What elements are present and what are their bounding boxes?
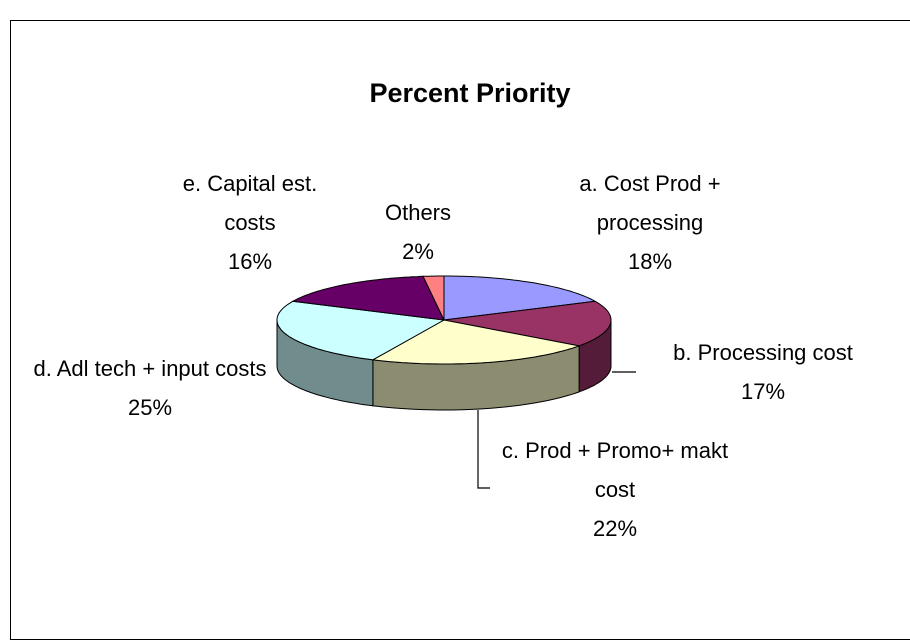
category-label: Others <box>384 200 452 225</box>
slice-tops <box>276 275 612 365</box>
category-label: e. Capital est. costs <box>182 171 318 235</box>
value-label: 16% <box>227 249 273 274</box>
category-label: c. Prod + Promo+ makt cost <box>501 438 729 502</box>
value-label: 25% <box>127 395 173 420</box>
value-label: 18% <box>627 249 673 274</box>
leader-line <box>477 410 490 489</box>
pie-slice <box>422 275 445 321</box>
chart <box>276 275 636 489</box>
data-label: b. Processing cost 17% <box>618 333 908 411</box>
data-label: d. Adl tech + input costs 25% <box>18 349 283 427</box>
data-label: e. Capital est. costs 16% <box>155 164 345 281</box>
pie-slice <box>276 300 446 361</box>
category-label: b. Processing cost <box>673 340 853 365</box>
pie-slice <box>443 300 612 347</box>
pie-slice <box>291 275 445 321</box>
data-label: a. Cost Prod + processing 18% <box>545 164 755 281</box>
page: {"chart_data": {"type": "pie", "title": … <box>10 20 910 640</box>
value-label: 22% <box>592 516 638 541</box>
chart-title: Percent Priority <box>369 78 571 108</box>
data-label: c. Prod + Promo+ makt cost 22% <box>490 431 740 548</box>
value-label: 17% <box>740 379 786 404</box>
category-label: d. Adl tech + input costs <box>33 356 267 381</box>
slice-sides <box>276 319 612 411</box>
pie-slice <box>443 275 597 321</box>
value-label: 2% <box>402 239 434 264</box>
category-label: a. Cost Prod + processing <box>579 171 721 235</box>
data-label: Others 2% <box>363 193 473 271</box>
